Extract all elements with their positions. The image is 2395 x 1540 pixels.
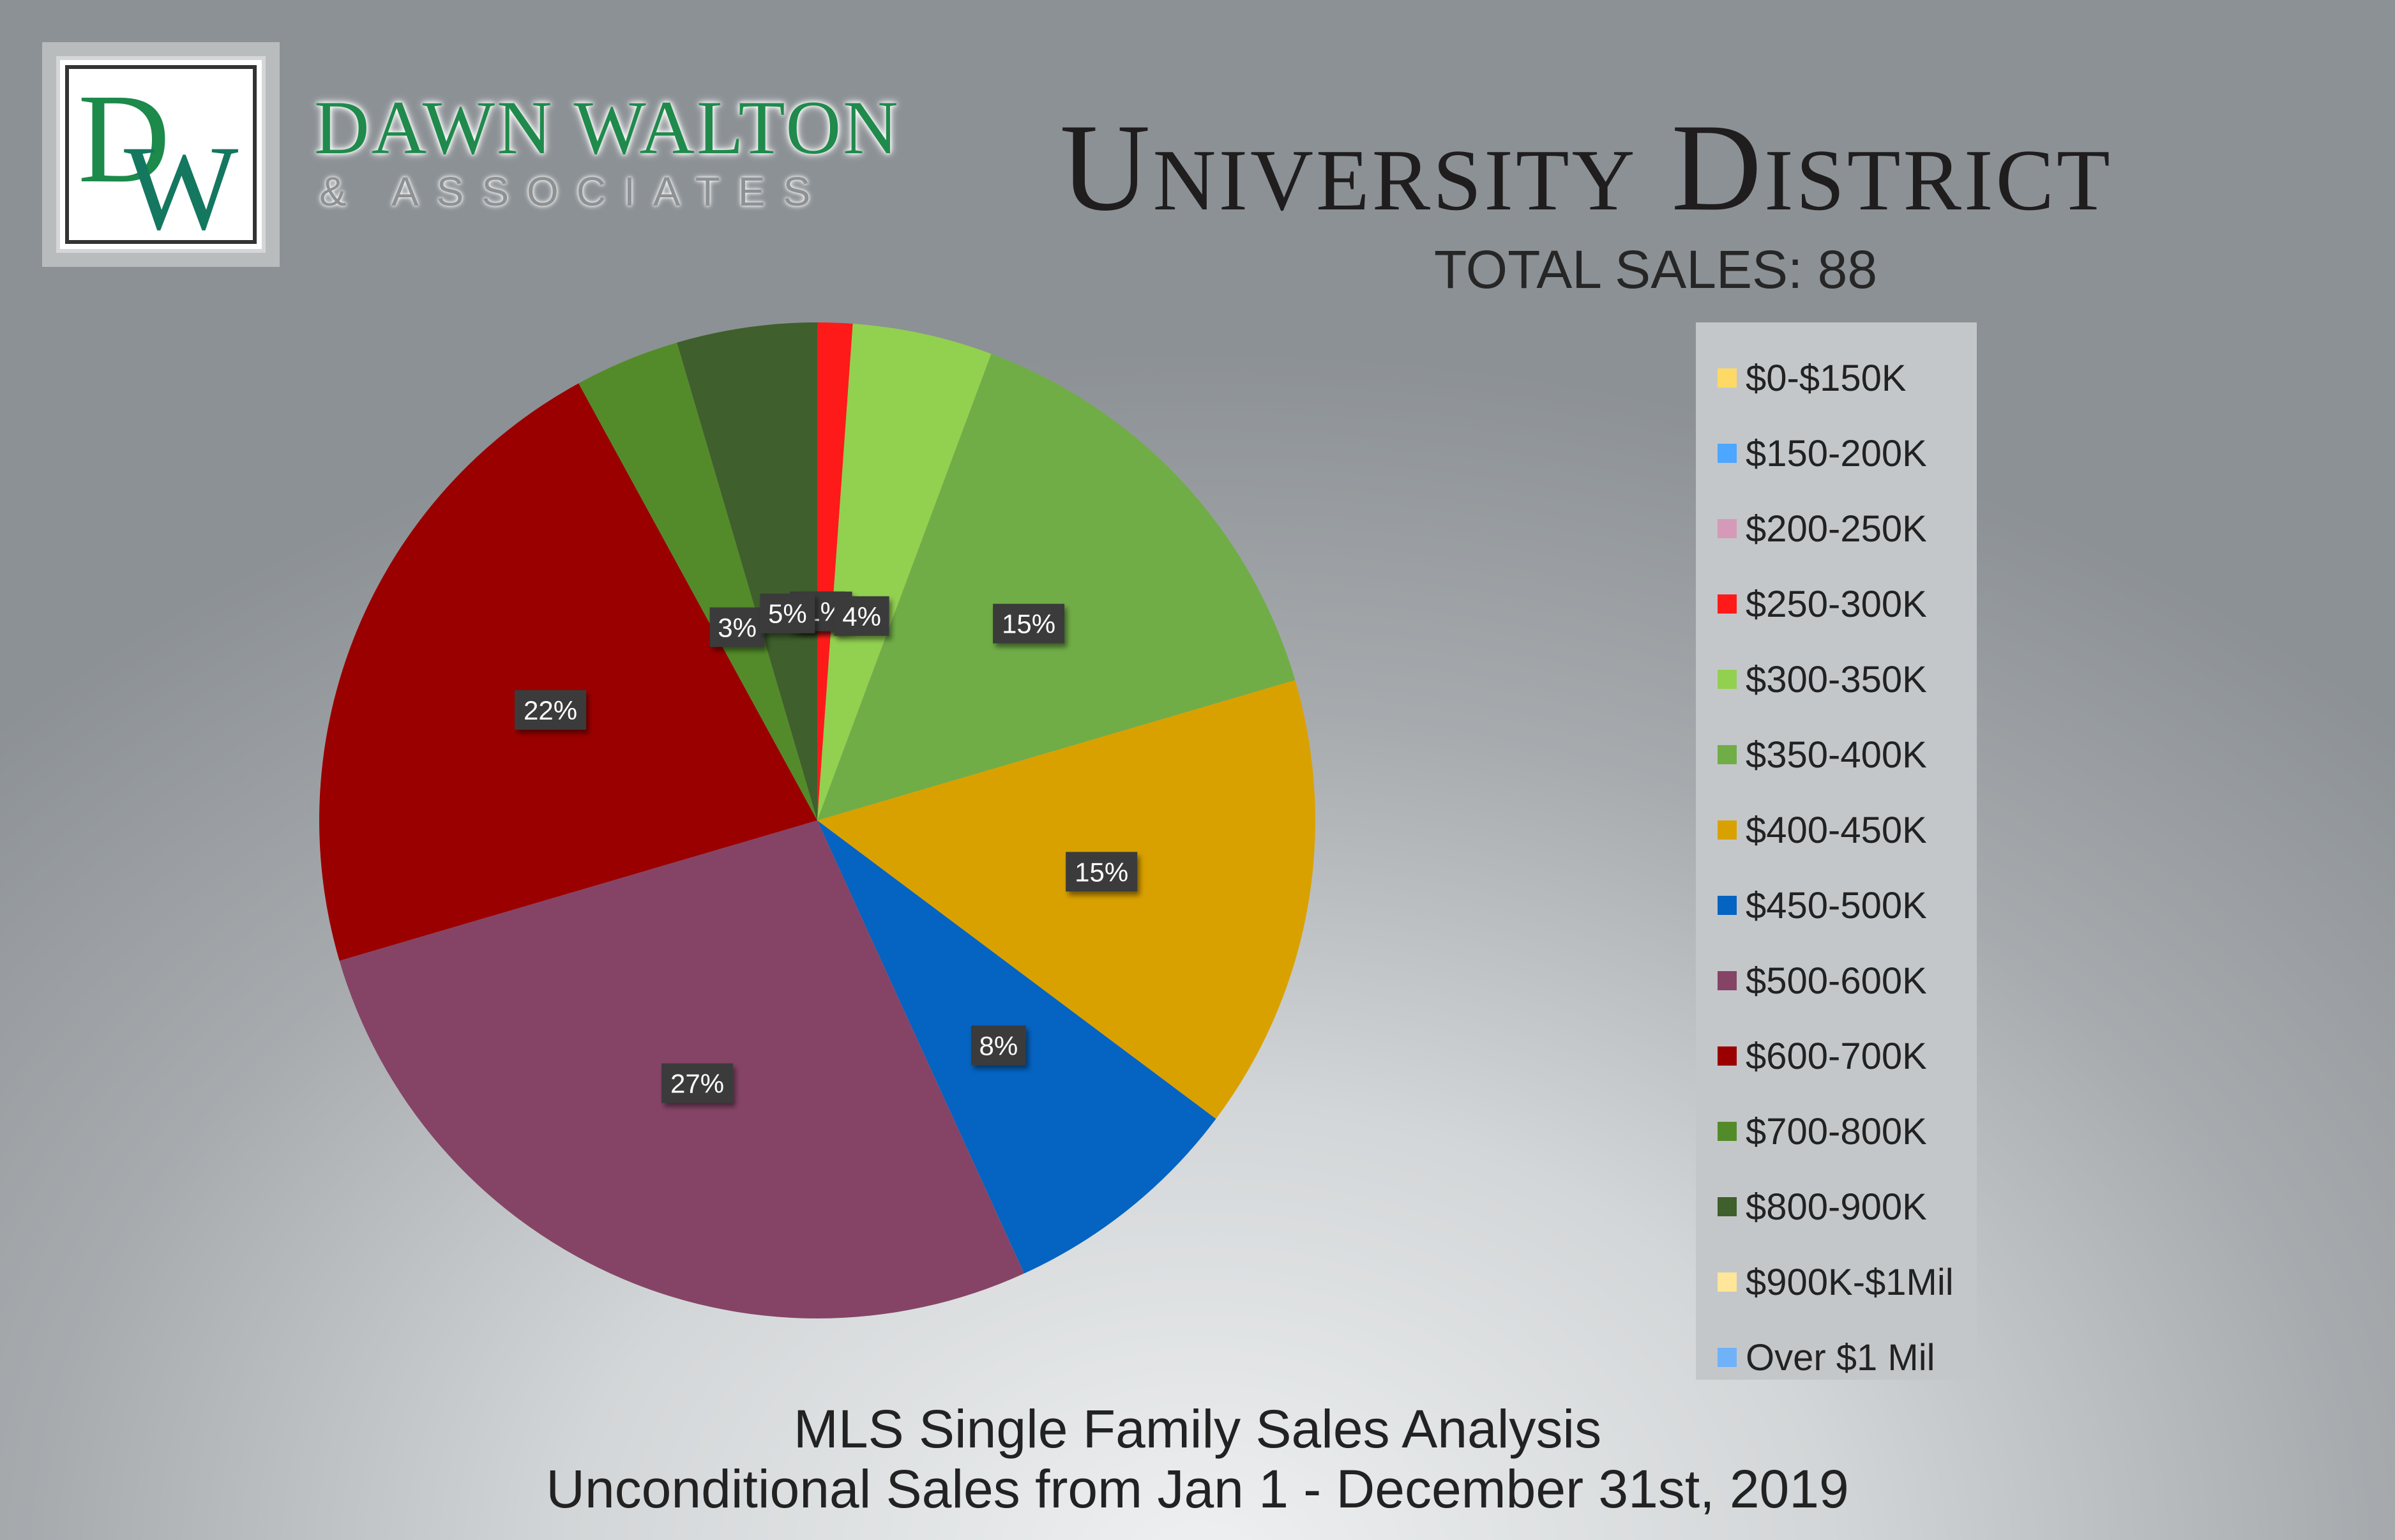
footer-subtitle: MLS Single Family Sales Analysis: [793, 1399, 1602, 1459]
pie-slices: [319, 322, 1315, 1318]
legend-swatch: [1718, 1272, 1737, 1292]
total-sales: TOTAL SALES: 88: [1434, 239, 1878, 299]
svg-text:3%: 3%: [718, 612, 757, 642]
pie-slice-700-800k: [578, 342, 817, 820]
logo-monogram-w: W: [124, 121, 239, 255]
legend-label: $200-250K: [1746, 508, 1927, 550]
brand-logo: D W: [42, 42, 280, 267]
pie-label-300-350k: 4%: [834, 596, 889, 636]
legend-item-800-900k: $800-900K: [1696, 1169, 1977, 1244]
logo-frame: D W: [65, 65, 257, 249]
legend-item-300-350k: $300-350K: [1696, 642, 1977, 717]
pie-label-600-700k: 22%: [515, 690, 587, 730]
brand-subtitle: & ASSOCIATES: [319, 169, 829, 215]
pie-data-labels: 0%1%4%15%15%8%27%22%3%5%: [515, 591, 1138, 1103]
pie-label-700-800k: 3%: [709, 607, 765, 647]
legend-label: Over $1 Mil: [1746, 1336, 1935, 1378]
legend-label: $600-700K: [1746, 1035, 1927, 1077]
logo-monogram-d: D: [78, 68, 170, 209]
footer-date-range: Unconditional Sales from Jan 1 - Decembe…: [546, 1459, 1849, 1519]
legend-label: $0-$150K: [1746, 357, 1907, 399]
pie-label-450-500k: 8%: [971, 1025, 1026, 1066]
svg-text:22%: 22%: [524, 695, 577, 725]
legend-swatch: [1718, 1122, 1737, 1141]
legend-swatch: [1718, 896, 1737, 915]
legend-item-450-500k: $450-500K: [1696, 868, 1977, 943]
legend-swatch: [1718, 1197, 1737, 1216]
legend-label: $400-450K: [1746, 809, 1927, 851]
svg-text:15%: 15%: [1002, 609, 1055, 639]
legend-item-400-450k: $400-450K: [1696, 792, 1977, 868]
legend-label: $500-600K: [1746, 960, 1927, 1002]
legend-swatch: [1718, 1046, 1737, 1066]
legend-swatch: [1718, 745, 1737, 764]
legend-swatch: [1718, 670, 1737, 689]
svg-text:15%: 15%: [1075, 857, 1128, 887]
legend-item-900k-1mil: $900K-$1Mil: [1696, 1244, 1977, 1320]
pie-slice-350-400k: [817, 354, 1296, 820]
svg-text:8%: 8%: [979, 1030, 1018, 1061]
legend-item-over-1-mil: Over $1 Mil: [1696, 1320, 1977, 1395]
pie-slice-250-300k: [817, 322, 853, 820]
legend-item-600-700k: $600-700K: [1696, 1018, 1977, 1094]
legend-swatch: [1718, 519, 1737, 538]
legend-label: $700-800K: [1746, 1110, 1927, 1152]
legend-label: $800-900K: [1746, 1186, 1927, 1228]
legend-label: $250-300K: [1746, 583, 1927, 625]
page-title: University District: [1060, 98, 2113, 237]
legend-label: $900K-$1Mil: [1746, 1261, 1954, 1303]
pie-label-350-400k: 15%: [993, 603, 1065, 644]
legend-swatch: [1718, 368, 1737, 388]
legend-swatch: [1718, 820, 1737, 840]
legend-item-700-800k: $700-800K: [1696, 1094, 1977, 1169]
legend-label: $300-350K: [1746, 658, 1927, 700]
legend-swatch: [1718, 444, 1737, 463]
legend-label: $350-400K: [1746, 734, 1927, 776]
legend-label: $450-500K: [1746, 884, 1927, 926]
chart-legend: $0-$150K $150-200K $200-250K $250-300K $300-…: [1696, 322, 1977, 1380]
legend-swatch: [1718, 594, 1737, 614]
pie-label-800-900k: 5%: [760, 593, 815, 633]
pie-slice-300-350k: [817, 323, 992, 820]
legend-item-250-300k: $250-300K: [1696, 566, 1977, 642]
pie-label-400-450k: 15%: [1066, 852, 1138, 892]
pie-slice-800-900k: [677, 322, 817, 820]
legend-swatch: [1718, 971, 1737, 990]
pie-slice-400-450k: [817, 680, 1315, 1119]
legend-swatch: [1718, 1348, 1737, 1367]
brand-name: DAWN WALTON: [314, 85, 900, 170]
legend-item-200-250k: $200-250K: [1696, 491, 1977, 566]
legend-item-350-400k: $350-400K: [1696, 717, 1977, 792]
pie-slice-600-700k: [319, 383, 817, 961]
legend-item-500-600k: $500-600K: [1696, 943, 1977, 1018]
legend-item-0-150k: $0-$150K: [1696, 340, 1977, 416]
legend-label: $150-200K: [1746, 432, 1927, 474]
pie-label-500-600k: 27%: [661, 1063, 734, 1103]
svg-text:4%: 4%: [842, 601, 881, 631]
legend-item-150-200k: $150-200K: [1696, 416, 1977, 491]
svg-text:5%: 5%: [768, 599, 807, 629]
svg-text:27%: 27%: [670, 1069, 724, 1099]
